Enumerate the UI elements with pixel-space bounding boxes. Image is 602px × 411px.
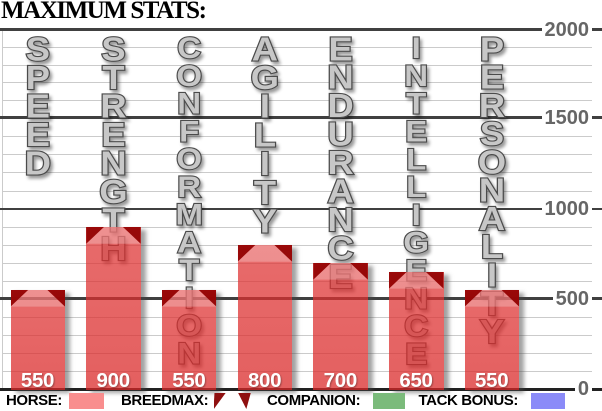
svg-text:S: S [26,32,50,68]
svg-text:R: R [100,89,126,125]
svg-text:F: F [179,114,199,148]
svg-text:C: C [177,31,201,65]
svg-text:E: E [101,117,125,153]
svg-text:G: G [403,225,429,259]
svg-text:A: A [479,201,505,237]
svg-text:R: R [327,146,353,182]
svg-text:N: N [327,202,353,238]
svg-text:O: O [176,58,202,92]
svg-text:I: I [487,258,497,294]
svg-text:N: N [177,86,201,120]
svg-text:L: L [406,142,426,176]
svg-text:C: C [327,231,353,267]
svg-text:L: L [481,230,503,266]
svg-text:N: N [327,60,353,96]
svg-text:D: D [327,89,353,125]
svg-text:O: O [478,145,506,181]
svg-text:T: T [179,253,199,287]
svg-text:I: I [260,89,270,125]
svg-text:O: O [176,142,202,176]
svg-text:L: L [254,118,276,154]
svg-text:G: G [251,60,279,96]
svg-text:N: N [404,58,428,92]
svg-text:S: S [480,117,504,153]
svg-text:I: I [412,31,421,65]
svg-text:I: I [412,197,421,231]
svg-text:N: N [479,173,505,209]
svg-text:T: T [254,175,276,211]
svg-text:Y: Y [253,204,277,240]
svg-text:E: E [26,89,50,125]
svg-text:T: T [406,86,426,120]
svg-text:I: I [260,147,270,183]
svg-text:E: E [405,114,427,148]
svg-text:R: R [479,88,505,124]
svg-text:E: E [480,60,504,96]
svg-text:S: S [101,32,125,68]
svg-text:M: M [175,197,202,231]
svg-text:A: A [177,225,201,259]
svg-text:D: D [25,146,51,182]
svg-text:A: A [327,174,353,210]
svg-text:T: T [102,60,124,96]
svg-text:G: G [99,174,127,210]
svg-text:R: R [177,169,201,203]
svg-text:E: E [328,32,352,68]
svg-text:A: A [252,32,278,68]
svg-text:P: P [480,32,504,68]
svg-text:U: U [327,117,353,153]
svg-text:P: P [26,60,50,96]
svg-text:L: L [406,170,426,204]
svg-text:E: E [26,118,50,154]
svg-text:N: N [100,146,126,182]
